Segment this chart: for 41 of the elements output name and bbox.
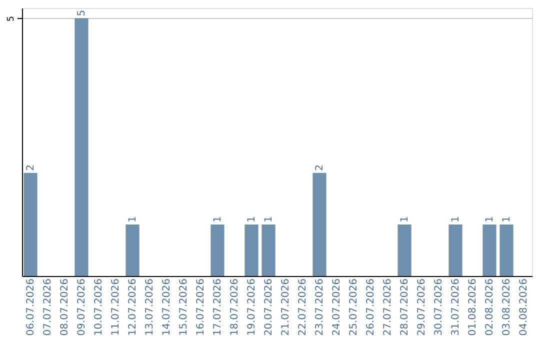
x-tick-label: 06.07.2026 [26,278,36,336]
data-label: 2 [26,164,36,171]
x-tick-label: 27.07.2026 [382,278,394,336]
data-label: 1 [502,216,512,222]
x-tick-label: 31.07.2026 [450,278,462,336]
data-label: 1 [400,216,410,222]
x-tick-label: 30.07.2026 [434,278,444,336]
x-tick-label: 04.08.2026 [518,278,530,336]
x-tick-label: 17.07.2026 [212,278,224,336]
x-tick-label: 24.07.2026 [332,278,342,336]
x-tick-label: 14.07.2026 [162,278,172,336]
x-tick-label: 07.07.2026 [42,278,54,336]
x-tick-label: 23.07.2026 [314,278,326,336]
x-tick-label: 22.07.2026 [298,278,308,336]
x-tick-label: 11.07.2026 [110,278,122,336]
x-tick-label: 16.07.2026 [196,278,206,336]
x-tick-label: 10.07.2026 [94,278,104,336]
data-label: 1 [450,216,462,222]
data-label: 2 [314,164,326,171]
x-tick-label: 13.07.2026 [144,278,156,336]
x-tick-label: 15.07.2026 [178,278,190,336]
x-tick-label: 20.07.2026 [264,278,274,336]
x-tick-label: 28.07.2026 [400,278,410,336]
data-label: 1 [246,216,258,222]
x-tick-label: 08.07.2026 [60,278,70,336]
x-tick-label: 03.08.2026 [502,278,512,336]
x-tick-label: 09.07.2026 [76,278,88,336]
x-tick-label: 12.07.2026 [128,278,138,336]
x-tick-label: 01.08.2026 [468,278,478,336]
data-label: 5 [76,10,88,16]
x-tick-label: 26.07.2026 [366,278,376,336]
x-tick-label: 18.07.2026 [230,278,240,336]
data-label: 1 [128,216,138,222]
x-tick-label: 25.07.2026 [348,278,360,336]
x-tick-label: 19.07.2026 [246,278,258,336]
data-label: 1 [264,216,274,222]
data-label: 1 [484,216,496,222]
x-tick-label: 29.07.2026 [416,278,428,336]
x-tick-label: 21.07.2026 [280,278,292,336]
x-tick-label: 02.08.2026 [484,278,496,336]
data-label: 1 [212,216,224,222]
